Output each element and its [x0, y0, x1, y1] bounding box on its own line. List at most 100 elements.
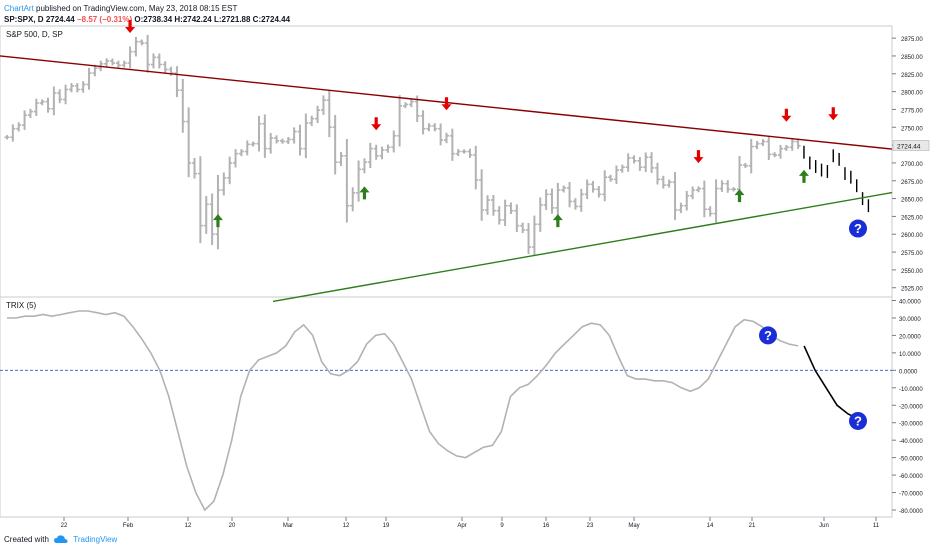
ohlc-bar [496, 206, 502, 225]
signal-arrows [125, 20, 839, 228]
ohlc-bar [455, 149, 461, 157]
price-tick-label: 2600.00 [901, 233, 923, 239]
price-tick-label: 2700.00 [901, 162, 923, 168]
buy-arrow-shape [359, 186, 370, 200]
ohlc-bar [297, 124, 303, 156]
ohlc-bar [543, 189, 549, 210]
price-tick-label: 2800.00 [901, 91, 923, 97]
ohlc-bar [772, 152, 778, 158]
tradingview-link[interactable]: TradingView [73, 535, 118, 544]
trix-tick-label: -40.0000 [899, 439, 923, 445]
price-tick-label: 2525.00 [901, 287, 923, 293]
sell-arrow [781, 108, 792, 122]
price-tick-label: 2775.00 [901, 108, 923, 114]
sell-arrow-shape [125, 20, 136, 33]
trix-line [7, 310, 799, 512]
ohlc-bar [109, 58, 115, 66]
price-tick-label: 2875.00 [901, 37, 923, 43]
price-axis: 2875.00 2850.00 2825.00 2800.00 2775.00 2750.… [892, 37, 923, 293]
time-tick-label: 12 [343, 523, 350, 529]
buy-arrow-shape [798, 169, 809, 183]
ohlc-bar [760, 139, 766, 147]
time-tick-label: 11 [873, 523, 880, 529]
price-tick-label: 2650.00 [901, 198, 923, 204]
ohlc-bar [22, 110, 28, 130]
ohlc-bar [279, 138, 285, 144]
ohlc-bar [151, 53, 156, 69]
ohlc-bar [174, 66, 180, 98]
ohlc-bar [426, 123, 432, 132]
ohlc-bar [262, 114, 268, 158]
ohlc-bar [127, 46, 133, 69]
ohlc-bar [373, 144, 379, 160]
ohlc-bar [338, 152, 344, 166]
trix-tick-label: -60.0000 [899, 474, 923, 480]
ohlc-bar [203, 196, 209, 234]
ohlc-bar [133, 36, 139, 57]
ohlc-bar [180, 78, 186, 133]
ohlc-bar [695, 186, 701, 193]
ohlc-bar [549, 188, 555, 214]
trix-pane-title: TRIX (5) [6, 301, 37, 310]
sell-arrow [693, 150, 704, 164]
ohlc-bar [244, 140, 250, 156]
symbol-info: SP:SPX, D 2724.44 −8.57 (−0.31%) O:2738.… [4, 14, 924, 25]
last-price-tag: 2724.44 [892, 140, 930, 151]
question-marks: ??? [759, 219, 867, 430]
price-pane-frame [0, 25, 893, 298]
buy-arrow [552, 214, 563, 228]
ohlc-bar [613, 165, 619, 184]
ohlc-bar [537, 197, 543, 232]
ohlc-bar [33, 98, 39, 116]
ohlc-bar [555, 182, 561, 215]
time-tick-label: 19 [383, 523, 390, 529]
ohlc-bar [250, 141, 256, 147]
question-circle [849, 411, 867, 430]
ohlc-bar [578, 188, 584, 212]
time-tick-label: May [628, 523, 639, 529]
ohlc-bar [690, 186, 696, 200]
trix-lines [7, 310, 860, 512]
author-link[interactable]: ChartArt [4, 4, 34, 13]
ohlc-bar [16, 122, 22, 132]
ohlc-bar [361, 158, 367, 174]
ohlc-bar [350, 187, 356, 212]
time-tick-label: Mar [283, 523, 293, 529]
ohlc-bar [526, 223, 532, 254]
sell-arrow [371, 117, 382, 131]
price-tick-label: 2675.00 [901, 180, 923, 186]
last-price-box [892, 140, 930, 151]
trix-tick-label: -30.0000 [899, 422, 923, 428]
ohlc-bar [713, 179, 719, 223]
ohlc-bar [391, 130, 397, 153]
trix-tick-label: -10.0000 [899, 387, 923, 393]
ohlc-bar [654, 162, 660, 185]
ohlc-bar [74, 83, 80, 93]
ohlc-bar [660, 175, 666, 189]
price-tick-label: 2825.00 [901, 73, 923, 79]
ohlc-bar [408, 98, 414, 108]
trix-tick-label: 30.0000 [899, 317, 921, 323]
sell-arrow-shape [371, 117, 382, 131]
sell-arrow [125, 20, 136, 33]
ohlc-bar [315, 105, 321, 124]
ohlc-bar [397, 95, 403, 147]
price-change: −8.57 (−0.31%) [76, 15, 133, 24]
footer: Created with TradingView [4, 535, 117, 544]
time-tick-label: 23 [587, 523, 594, 529]
ohlc-bar [449, 128, 455, 161]
ohlc-bar [145, 34, 151, 73]
ohlc-bar [438, 123, 444, 146]
ohlc-bar [707, 206, 713, 217]
ohlc-bar [332, 115, 338, 175]
ohlc-bar [473, 145, 479, 190]
ohlc-bar [766, 135, 772, 161]
ohlc-bar [379, 146, 385, 160]
ohlc-bar [678, 202, 684, 214]
ohlc-bar [531, 215, 537, 256]
price-tick-label: 2750.00 [901, 126, 923, 132]
ohlc-bar [584, 179, 590, 200]
ohlc-bar [320, 95, 326, 115]
time-axis: 22 Feb 12 20 Mar 12 19 Apr 9 16 23 May 14 21 Jun 11 [61, 517, 880, 529]
